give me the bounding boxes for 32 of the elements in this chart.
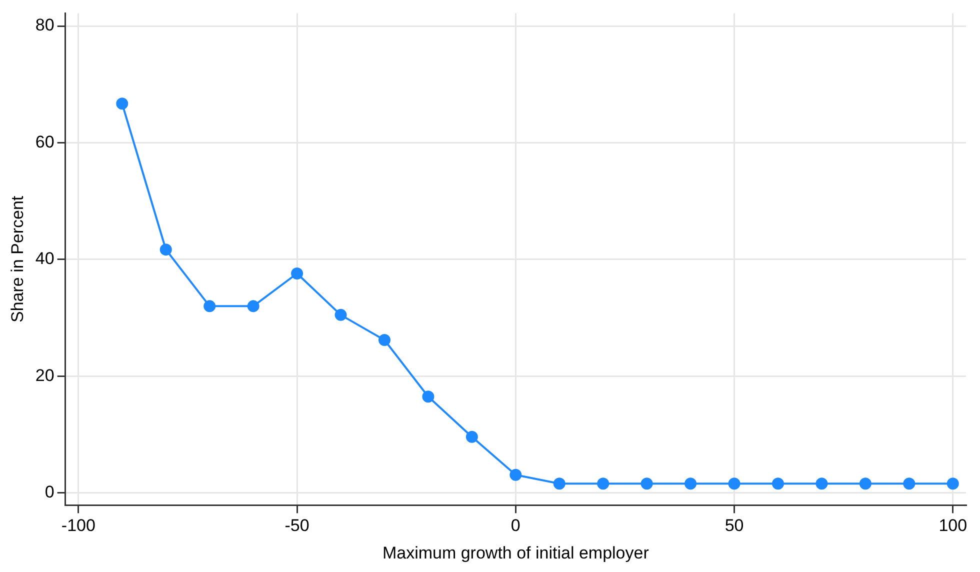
point: [903, 478, 916, 490]
point: [510, 468, 522, 481]
point: [291, 268, 304, 280]
point: [597, 478, 610, 490]
x-tick-label: -50: [284, 516, 310, 536]
point: [116, 98, 128, 110]
x-axis-title: Maximum growth of initial employer: [382, 543, 650, 562]
point: [946, 478, 959, 490]
x-tick-label: 50: [724, 516, 744, 536]
x-tick-label: -100: [61, 516, 96, 536]
y-tick-label: 80: [35, 16, 54, 35]
y-tick-label: 40: [35, 249, 54, 268]
point: [422, 390, 434, 403]
point: [466, 430, 478, 443]
point: [728, 478, 740, 490]
y-tick-label: 60: [35, 132, 54, 152]
y-tick-label: 0: [44, 482, 54, 502]
x-tick-label: 0: [510, 516, 520, 536]
point: [816, 478, 828, 490]
x-tick-label: 100: [938, 516, 968, 536]
point: [684, 478, 697, 490]
point: [334, 308, 347, 321]
point: [247, 300, 260, 312]
y-axis-title: Share in Percent: [8, 196, 27, 323]
point: [772, 478, 784, 490]
point: [378, 334, 390, 346]
point: [204, 300, 216, 312]
y-tick-label: 20: [35, 366, 54, 385]
point: [859, 478, 872, 490]
point: [160, 244, 172, 256]
point: [640, 478, 653, 490]
point: [553, 478, 566, 490]
